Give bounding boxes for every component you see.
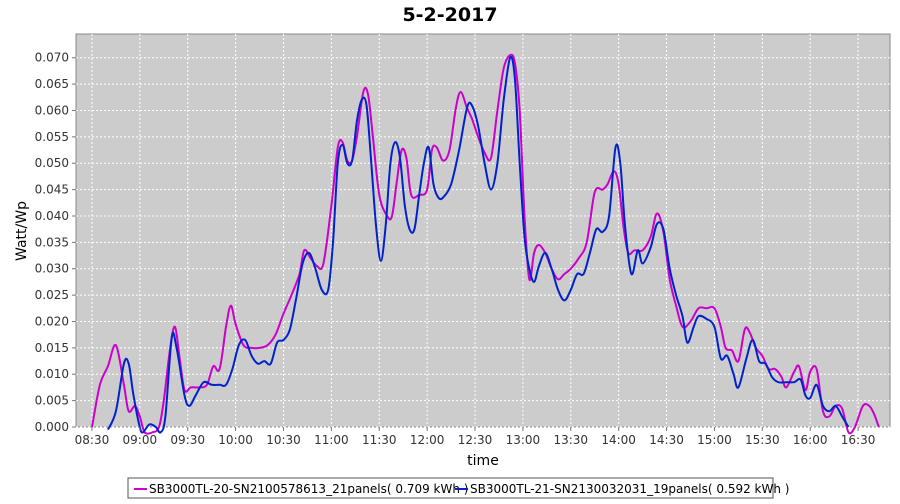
x-tick-label: 14:30 bbox=[649, 433, 684, 447]
series-group bbox=[91, 53, 880, 435]
legend-box bbox=[127, 477, 774, 499]
y-tick-label: 0.010 bbox=[35, 367, 69, 381]
y-tick-label: 0.030 bbox=[35, 262, 69, 276]
x-tick-label: 15:00 bbox=[697, 433, 732, 447]
x-tick-label: 15:30 bbox=[745, 433, 780, 447]
x-tick-label: 16:00 bbox=[793, 433, 828, 447]
y-tick-label: 0.000 bbox=[35, 420, 69, 434]
series-line-2 bbox=[106, 55, 850, 434]
y-tick-label: 0.015 bbox=[35, 341, 69, 355]
x-tick-label: 16:30 bbox=[841, 433, 876, 447]
x-axis-ticks: 08:30 09:00 09:30 10:00 10:30 11:00 11:30 12:00… bbox=[75, 427, 876, 447]
y-tick-label: 0.070 bbox=[35, 51, 69, 65]
y-tick-label: 0.020 bbox=[35, 314, 69, 328]
y-tick-label: 0.035 bbox=[35, 235, 69, 249]
legend-label-series-2: SB3000TL-21-SN2130032031_19panels( 0.592… bbox=[470, 482, 789, 496]
x-axis-label: time bbox=[467, 453, 499, 469]
x-tick-label: 11:00 bbox=[314, 433, 349, 447]
y-tick-label: 0.055 bbox=[35, 130, 69, 144]
x-tick-label: 11:30 bbox=[362, 433, 397, 447]
x-tick-label: 10:30 bbox=[266, 433, 301, 447]
x-tick-label: 08:30 bbox=[75, 433, 110, 447]
y-tick-label: 0.005 bbox=[35, 394, 69, 408]
y-tick-label: 0.065 bbox=[35, 77, 69, 91]
y-axis-ticks: 0.000 0.005 0.010 0.015 0.020 0.025 0.030 0.035… bbox=[35, 51, 76, 434]
series-line-1 bbox=[91, 53, 880, 435]
x-tick-label: 13:30 bbox=[553, 433, 588, 447]
y-axis-label: Watt/Wp bbox=[14, 201, 30, 261]
x-tick-label: 14:00 bbox=[601, 433, 636, 447]
x-tick-label: 12:30 bbox=[458, 433, 493, 447]
grid-lines bbox=[76, 34, 890, 428]
plot-area bbox=[75, 33, 891, 428]
y-tick-label: 0.060 bbox=[35, 103, 69, 117]
y-tick-label: 0.050 bbox=[35, 156, 69, 170]
chart-title: 5-2-2017 bbox=[402, 4, 497, 26]
y-tick-label: 0.040 bbox=[35, 209, 69, 223]
x-tick-label: 09:30 bbox=[170, 433, 205, 447]
x-tick-label: 12:00 bbox=[410, 433, 445, 447]
x-tick-label: 09:00 bbox=[123, 433, 158, 447]
legend-label-series-1: SB3000TL-20-SN2100578613_21panels( 0.709… bbox=[149, 482, 468, 496]
legend: SB3000TL-20-SN2100578613_21panels( 0.709… bbox=[127, 477, 789, 499]
y-tick-label: 0.025 bbox=[35, 288, 69, 302]
x-tick-label: 13:00 bbox=[506, 433, 541, 447]
x-tick-label: 10:00 bbox=[218, 433, 253, 447]
y-tick-label: 0.045 bbox=[35, 183, 69, 197]
